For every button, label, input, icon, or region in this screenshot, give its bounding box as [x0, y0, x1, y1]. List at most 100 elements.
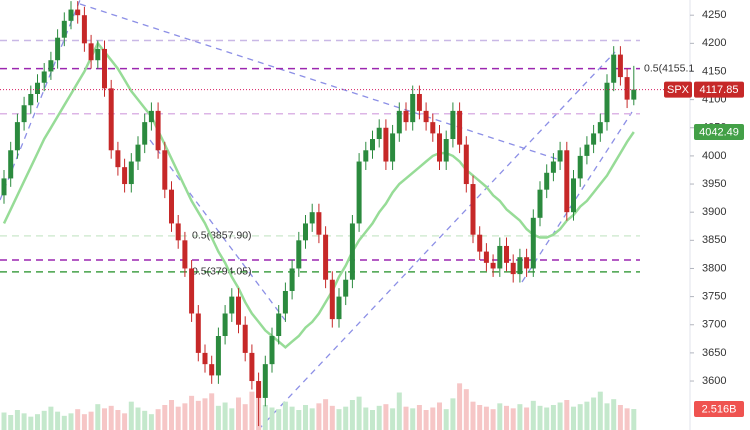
- volume-bar: [195, 400, 201, 430]
- volume-bar: [403, 406, 409, 430]
- volume-bar: [209, 393, 215, 430]
- y-tick-label: 3700: [702, 319, 726, 331]
- volume-bar: [41, 410, 47, 430]
- volume-bar: [591, 397, 597, 430]
- volume-bar: [115, 410, 121, 430]
- candle-body: [61, 20, 67, 38]
- volume-bar: [122, 413, 128, 430]
- candle-body: [557, 150, 563, 162]
- candle-body: [195, 313, 201, 353]
- candle-body: [209, 364, 215, 376]
- volume-bar: [8, 415, 14, 430]
- volume-bar: [61, 415, 67, 430]
- trend-line: [521, 111, 633, 283]
- volume-bar: [323, 399, 329, 430]
- y-tick-label: 3750: [702, 291, 726, 303]
- ma-value-tag: 4042.49: [699, 126, 739, 138]
- volume-bar: [48, 406, 54, 430]
- candle-body: [88, 43, 94, 61]
- volume-bar: [236, 397, 241, 430]
- candle-body: [376, 127, 382, 140]
- candle-body: [329, 279, 335, 320]
- candle-body: [343, 279, 349, 297]
- volume-bar: [229, 408, 235, 430]
- candle-body: [571, 178, 576, 213]
- volume-bar: [557, 402, 563, 430]
- volume-bar: [604, 403, 610, 430]
- candle-body: [169, 189, 174, 224]
- last-price-tag-box: [694, 81, 744, 98]
- candle-body: [276, 313, 282, 337]
- candle-body: [537, 189, 543, 218]
- volume-bar: [249, 391, 255, 430]
- volume-bar: [309, 408, 315, 430]
- candle-body: [162, 150, 168, 190]
- candle-body: [363, 150, 369, 162]
- candle-body: [604, 82, 610, 123]
- candle-body: [396, 110, 402, 134]
- volume-bar: [517, 404, 523, 430]
- volume-bar: [88, 411, 94, 430]
- candle-body: [55, 37, 61, 61]
- candle-body: [189, 268, 195, 314]
- volume-bar: [544, 407, 550, 430]
- volume-bar: [584, 401, 590, 430]
- y-tick-label: 3900: [702, 206, 726, 218]
- candle-body: [450, 110, 456, 140]
- volume-tag: 2.516B: [702, 403, 737, 415]
- volume-bar: [343, 406, 349, 430]
- volume-bar: [537, 405, 543, 430]
- candle-body: [142, 122, 148, 145]
- candle-body: [316, 212, 322, 235]
- volume-bar: [262, 405, 268, 430]
- candle-body: [282, 290, 288, 314]
- candle-body: [115, 150, 121, 168]
- volume-bar: [14, 410, 20, 430]
- volume-bar: [289, 406, 295, 430]
- level-label: 0.5(3857.90): [192, 230, 252, 242]
- volume-bar: [530, 400, 536, 430]
- candle-body: [490, 262, 496, 269]
- volume-bar: [510, 408, 516, 430]
- volume-bar: [95, 404, 101, 430]
- volume-bar: [450, 398, 456, 430]
- volume-bar: [443, 409, 449, 430]
- volume-bar: [1, 412, 7, 430]
- candle-body: [269, 336, 275, 365]
- volume-bar: [483, 406, 489, 430]
- volume-bar: [108, 405, 114, 430]
- candle-body: [517, 257, 523, 275]
- candle-body: [41, 71, 47, 83]
- candle-body: [148, 110, 154, 123]
- volume-bar: [624, 408, 630, 430]
- candle-body: [497, 245, 503, 269]
- candle-body: [584, 144, 590, 156]
- volume-bar: [28, 416, 34, 430]
- trend-line: [149, 139, 286, 321]
- candle-body: [236, 296, 241, 325]
- candle-body: [577, 155, 583, 179]
- volume-bar: [577, 404, 583, 430]
- y-tick-label: 3650: [702, 347, 726, 359]
- candle-body: [128, 161, 134, 185]
- volume-bar: [457, 383, 463, 430]
- candle-body: [95, 48, 101, 61]
- volume-bar: [396, 392, 402, 430]
- candle-body: [229, 296, 235, 314]
- candle-body: [483, 251, 489, 263]
- candle-body: [215, 336, 221, 376]
- candle-body: [383, 127, 389, 162]
- candle-body: [597, 122, 603, 134]
- volume-bar: [128, 401, 134, 430]
- candle-body: [524, 257, 530, 269]
- y-tick-label: 3950: [702, 178, 726, 190]
- volume-bar: [175, 406, 181, 430]
- volume-bar: [349, 400, 355, 430]
- candle-body: [564, 150, 570, 213]
- candle-body: [75, 9, 81, 16]
- volume-bar: [410, 408, 416, 430]
- candle-body: [336, 296, 342, 320]
- y-tick-label: 3800: [702, 262, 726, 274]
- candle-body: [410, 93, 416, 123]
- candle-body: [356, 161, 362, 224]
